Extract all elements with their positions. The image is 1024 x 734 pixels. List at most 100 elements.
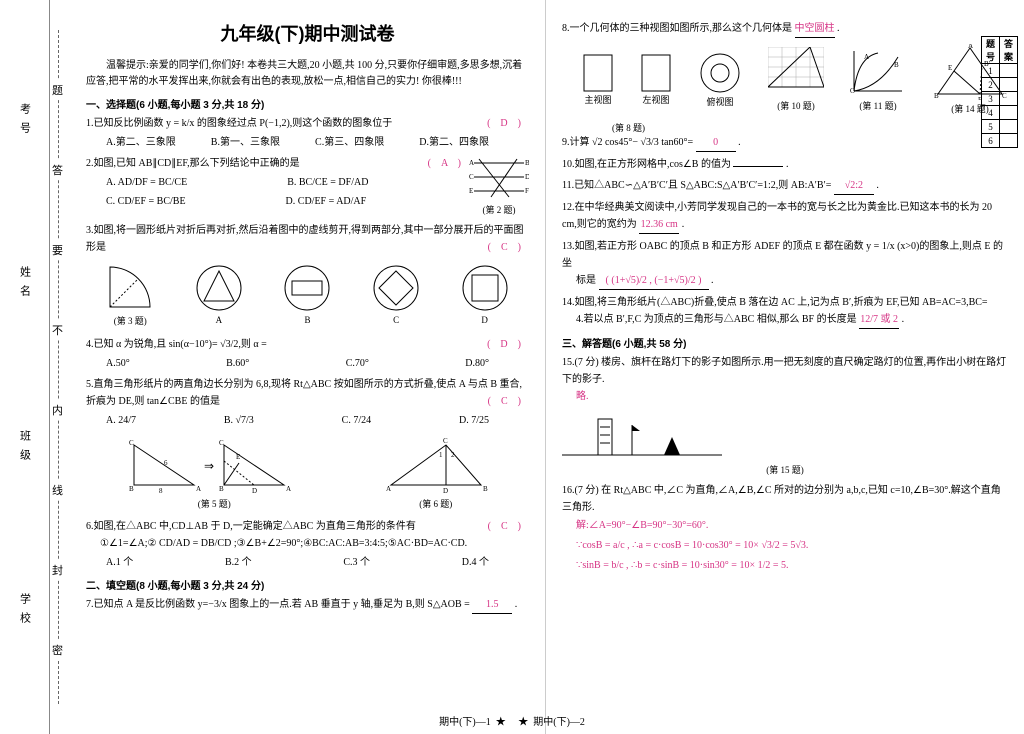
q15-answer: 略. [562, 388, 1008, 405]
svg-text:F: F [525, 187, 529, 195]
margin-label: 姓名 [17, 266, 33, 304]
seal-char: 封 [52, 560, 63, 580]
seal-char: 密 [52, 640, 63, 660]
q3-answer: C [501, 242, 508, 253]
q11-answer: √2:2 [845, 180, 863, 191]
q15-figure [562, 411, 722, 461]
svg-text:B: B [129, 485, 134, 493]
q1-stem: 1.已知反比例函数 y = k/x 的图象经过点 P(−1,2),则这个函数的图… [86, 118, 392, 129]
seal-strip: 题 答 要 不 内 线 封 密 [50, 0, 70, 734]
q1-opt-b: B.第一、三象限 [211, 134, 280, 151]
q2-opt-a: A. AD/DF = BC/CE [106, 174, 187, 191]
section-3-header: 三、解答题(6 小题,共 58 分) [562, 335, 1008, 350]
question-2: 2.如图,已知 AB∥CD∥EF,那么下列结论中正确的是 ( A ) A. AD… [86, 155, 529, 218]
q11-figure: OAB(第 11 题) [850, 47, 906, 112]
q12-answer: 12.36 cm [641, 219, 678, 230]
q4-opt-c: C.70° [346, 355, 369, 372]
svg-text:C: C [219, 439, 224, 447]
question-9: 9.计算 √2 cos45°− √3/3 tan60°= 0 . [562, 134, 1008, 152]
q3-opt-d-fig: D [460, 263, 510, 328]
svg-text:A: A [968, 44, 973, 50]
q5-answer: C [501, 396, 508, 407]
binding-margin: 考号 姓名 班级 学校 [0, 0, 50, 734]
q4-opt-b: B.60° [226, 355, 249, 372]
question-13: 13.如图,若正方形 OABC 的顶点 B 和正方形 ADEF 的顶点 E 都在… [562, 238, 1008, 290]
q5-opt-c: C. 7/24 [342, 412, 371, 429]
question-4: 4.已知 α 为锐角,且 sin(α−10°)= √3/2,则 α = ( D … [86, 336, 529, 372]
q12-stem: 12.在中华经典美文阅读中,小芳同学发现自己的一本书的宽与长之比为黄金比.已知这… [562, 202, 992, 230]
q2-caption: (第 2 题) [469, 203, 529, 218]
seal-char: 要 [52, 240, 63, 260]
q10-figure: (第 10 题) [768, 47, 824, 112]
q3-opt-a-fig: A [194, 263, 244, 328]
q14-stem2: 4.若以点 B′,F,C 为顶点的三角形与△ABC 相似,那么 BF 的长度是 [562, 314, 857, 325]
question-6: 6.如图,在△ABC 中,CD⊥AB 于 D,一定能确定△ABC 为直角三角形的… [86, 518, 529, 571]
q6-opt-b: B.2 个 [225, 554, 252, 571]
q16-solution-1: 解:∠A=90°−∠B=90°−30°=60°. [576, 516, 1008, 536]
q8-answer: 中空圆柱 [795, 23, 835, 34]
q2-opt-c: C. CD/EF = BC/BE [106, 193, 186, 210]
svg-text:B: B [934, 92, 939, 100]
q2-figure: ABCDEF (第 2 题) [469, 155, 529, 218]
question-12: 12.在中华经典美文阅读中,小芳同学发现自己的一本书的宽与长之比为黄金比.已知这… [562, 199, 1008, 234]
svg-text:A: A [386, 485, 391, 493]
q2-opt-b: B. BC/CE = DF/AD [287, 174, 368, 191]
svg-text:2: 2 [451, 451, 455, 459]
q16-solution-2: ∵cosB = a/c , ∴a = c·cosB = 10·cos30° = … [576, 536, 1008, 556]
q3-stem: 3.如图,将一圆形纸片对折后再对折,然后沿着图中的虚线剪开,得到两部分,其中一部… [86, 225, 524, 253]
q4-stem: 4.已知 α 为锐角,且 sin(α−10°)= √3/2,则 α = [86, 339, 267, 350]
svg-text:E: E [236, 453, 240, 461]
q6-stem: 6.如图,在△ABC 中,CD⊥AB 于 D,一定能确定△ABC 为直角三角形的… [86, 521, 416, 532]
q6-opt-c: C.3 个 [343, 554, 370, 571]
svg-text:D: D [252, 487, 257, 495]
section-2-header: 二、填空题(8 小题,每小题 3 分,共 24 分) [86, 577, 529, 592]
q3-caption: (第 3 题) [105, 314, 155, 329]
q8-top-view: 俯视图 [698, 51, 742, 108]
q1-opt-d: D.第二、四象限 [419, 134, 489, 151]
q4-opt-a: A.50° [106, 355, 130, 372]
question-10: 10.如图,在正方形网格中,cos∠B 的值为 . [562, 156, 1008, 173]
q3-fold-figure: (第 3 题) [105, 262, 155, 329]
seal-char: 题 [52, 80, 63, 100]
question-7: 7.已知点 A 是反比例函数 y=−3/x 图象上的一点.若 AB 垂直于 y … [86, 596, 529, 614]
q7-answer: 1.5 [486, 599, 499, 610]
q6-conditions: ①∠1=∠A;② CD/AD = DB/CD ;③∠B+∠2=90°;④BC:A… [86, 535, 529, 552]
q13-stem2: 标是 [562, 275, 596, 286]
q15-stem: 15.(7 分) 楼房、旗杆在路灯下的影子如图所示.用一把无刻度的直尺确定路灯的… [562, 357, 1006, 385]
q15-caption: (第 15 题) [562, 463, 1008, 478]
q14-stem: 14.如图,将三角形纸片(△ABC)折叠,使点 B 落在边 AC 上,记为点 B… [562, 297, 988, 308]
q1-opt-c: C.第三、四象限 [315, 134, 384, 151]
question-11: 11.已知△ABC∽△A′B′C′且 S△ABC:S△A′B′C′=1:2,则 … [562, 177, 1008, 195]
svg-text:C: C [469, 173, 474, 181]
q6-caption: (第 6 题) [381, 497, 491, 512]
q3-opt-b-fig: B [282, 263, 332, 328]
q5-opt-a: A. 24/7 [106, 412, 136, 429]
q4-answer: D [500, 339, 507, 350]
q5-opt-d: D. 7/25 [459, 412, 489, 429]
margin-label: 考号 [17, 103, 33, 141]
svg-text:E: E [948, 64, 952, 72]
seal-char: 答 [52, 160, 63, 180]
q9-stem: 9.计算 √2 cos45°− √3/3 tan60°= [562, 137, 693, 148]
question-1: 1.已知反比例函数 y = k/x 的图象经过点 P(−1,2),则这个函数的图… [86, 115, 529, 151]
q4-opt-d: D.80° [465, 355, 489, 372]
question-15: 15.(7 分) 楼房、旗杆在路灯下的影子如图所示.用一把无刻度的直尺确定路灯的… [562, 354, 1008, 478]
q1-answer: D [500, 118, 507, 129]
svg-text:A: A [196, 485, 201, 493]
question-14: 14.如图,将三角形纸片(△ABC)折叠,使点 B 落在边 AC 上,记为点 B… [562, 294, 1008, 329]
svg-text:E: E [469, 187, 473, 195]
svg-text:D: D [443, 487, 448, 495]
page-footer: 期中(下)—1 ★ ★ 期中(下)—2 [0, 713, 1024, 728]
margin-label: 班级 [17, 430, 33, 468]
q16-stem: 16.(7 分) 在 Rt△ABC 中,∠C 为直角,∠A,∠B,∠C 所对的边… [562, 485, 1001, 513]
answer-grid: 题号答案 1 2 3 4 5 6 [981, 36, 1018, 148]
q8-stem: 8.一个几何体的三种视图如图所示,那么这个几何体是 [562, 23, 792, 34]
seal-char: 不 [52, 320, 63, 340]
q9-answer: 0 [713, 137, 718, 148]
svg-text:C: C [443, 437, 448, 445]
q6-opt-a: A.1 个 [106, 554, 133, 571]
q13-stem: 13.如图,若正方形 OABC 的顶点 B 和正方形 ADEF 的顶点 E 都在… [562, 241, 1003, 269]
svg-text:O: O [850, 87, 855, 95]
svg-text:⇒: ⇒ [204, 459, 214, 473]
svg-text:B: B [219, 485, 224, 493]
